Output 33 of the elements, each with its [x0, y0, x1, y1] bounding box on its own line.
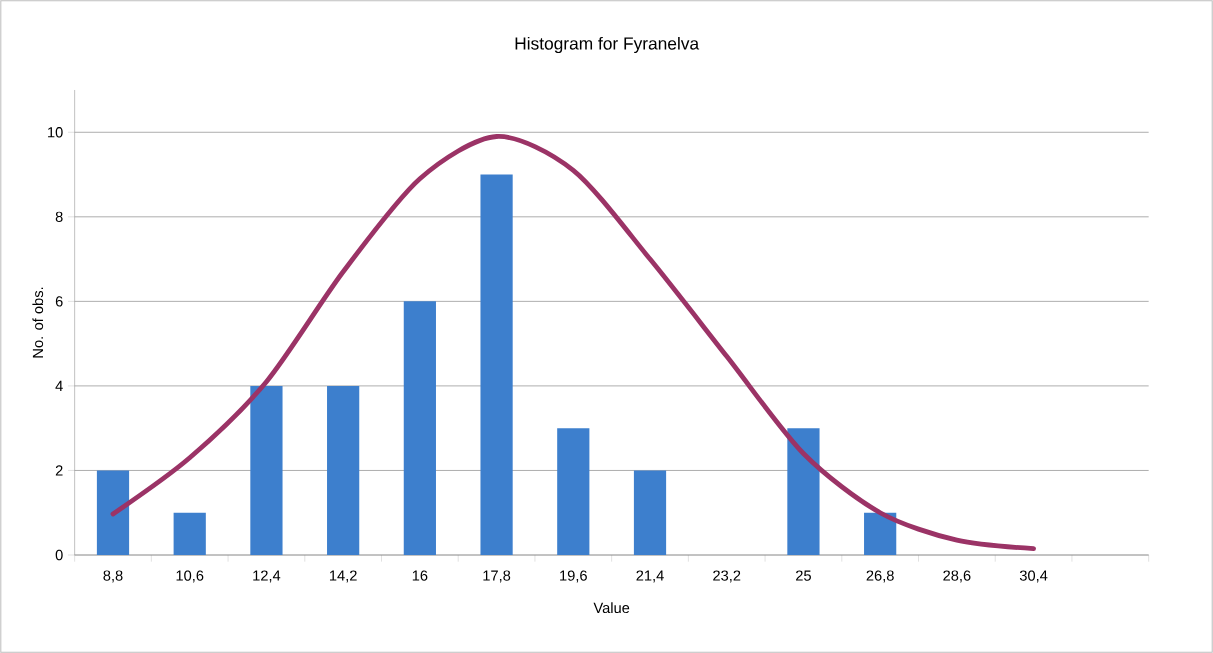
- bar: [403, 301, 436, 555]
- y-axis-title: No. of obs.: [32, 287, 44, 358]
- chart-title: Histogram for Fyranelva: [515, 36, 700, 54]
- y-tick-label: 8: [55, 211, 63, 223]
- bar: [633, 470, 667, 555]
- x-tick-label: 28,6: [943, 570, 971, 583]
- x-tick-label: 30,4: [1019, 570, 1048, 583]
- y-tick-label: 2: [55, 465, 63, 476]
- x-tick-label: 12,4: [253, 570, 281, 583]
- bar: [864, 512, 897, 555]
- bar: [480, 174, 513, 555]
- bar: [787, 428, 820, 555]
- x-tick-label: 14,2: [329, 570, 357, 583]
- bar: [173, 512, 206, 555]
- line-series: [110, 134, 1036, 552]
- y-tick-label: 6: [55, 296, 63, 307]
- y-tick-label: 10: [48, 127, 63, 138]
- x-tick-label: 25: [796, 570, 811, 581]
- y-tick-label: 4: [55, 380, 63, 391]
- bar: [96, 470, 130, 555]
- x-tick-label: 10,6: [176, 570, 204, 583]
- y-tick-label: 0: [55, 549, 63, 561]
- x-tick-label: 17,8: [483, 570, 511, 583]
- bar: [250, 385, 283, 555]
- x-tick-label: 23,2: [713, 570, 741, 583]
- bar: [557, 428, 590, 555]
- bar: [327, 385, 360, 555]
- x-tick-label: 19,6: [560, 570, 587, 583]
- x-tick-label: 21,4: [636, 570, 664, 583]
- x-tick-label: 26,8: [866, 570, 894, 583]
- x-axis-title: Value: [593, 602, 630, 614]
- x-tick-label: 16: [412, 570, 428, 581]
- x-tick-label: 8,8: [103, 570, 123, 583]
